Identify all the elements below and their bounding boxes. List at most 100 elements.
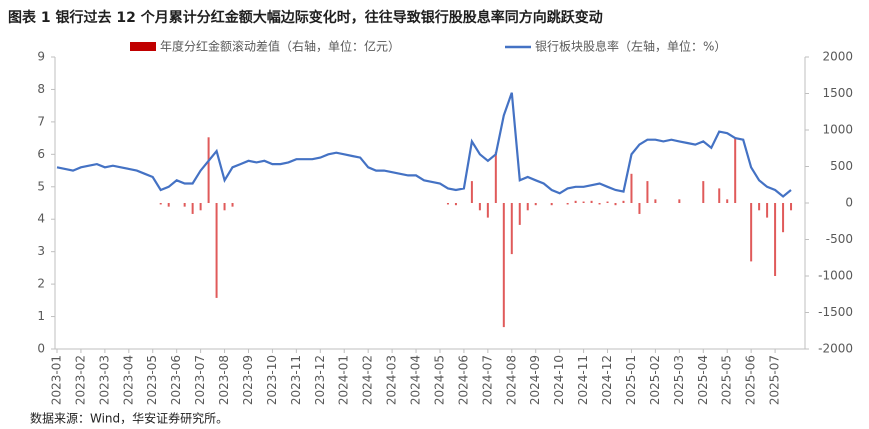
x-tick-label: 2025-07 [768,355,782,405]
x-tick-label: 2025-05 [720,355,734,405]
bar [534,203,537,206]
bar [734,137,737,203]
y2-tick-label: -500 [826,232,853,246]
bar [654,199,657,203]
x-tick-label: 2023-01 [50,355,64,405]
x-tick-label: 2023-08 [217,355,231,405]
x-tick-label: 2025-04 [696,355,710,405]
y-tick-label: 2 [37,277,45,291]
bar [790,203,793,211]
x-tick-label: 2024-02 [361,355,375,405]
bar [678,199,681,203]
x-tick-label: 2024-08 [504,355,518,405]
x-tick-label: 2024-07 [480,355,494,405]
bar [590,200,593,203]
x-tick-label: 2023-02 [73,355,87,405]
bar [638,203,641,214]
x-tick-label: 2023-10 [265,355,279,405]
bar [702,181,705,203]
bar [550,203,553,206]
bar [518,203,521,225]
y2-tick-label: 1500 [822,86,853,100]
bar [191,203,194,214]
bar [614,203,617,206]
x-tick-label: 2023-12 [313,355,327,405]
x-tick-label: 2024-01 [337,355,351,405]
x-tick-label: 2025-06 [744,355,758,405]
y-tick-label: 5 [37,179,45,193]
bar [167,203,170,207]
bar [726,199,729,203]
y-tick-label: 3 [37,244,45,258]
x-tick-label: 2024-09 [528,355,542,405]
bar [582,201,585,203]
bar [782,203,785,233]
bar [223,203,226,211]
y2-tick-label: 2000 [822,50,853,64]
line [56,92,792,198]
bar [446,203,449,205]
chart-title: 图表 1 银行过去 12 个月累计分红金额大幅边际变化时，往往导致银行股股息率同… [8,9,603,26]
y-tick-label: 9 [37,50,45,64]
bar [574,200,577,203]
x-tick-label: 2025-03 [672,355,686,405]
x-tick-label: 2023-03 [97,355,111,405]
x-tick-label: 2023-11 [289,355,303,405]
y2-tick-label: -1000 [818,269,853,283]
y-tick-label: 4 [37,212,45,226]
bar [510,203,513,255]
bar [486,203,489,218]
x-tick-label: 2024-05 [432,355,446,405]
legend-label: 银行板块股息率（左轴，单位：%） [535,39,726,54]
x-tick-label: 2024-06 [456,355,470,405]
y-tick-label: 1 [37,309,45,323]
bar [478,203,481,211]
bar [646,181,649,203]
bar [494,151,497,203]
y2-tick-label: -1500 [818,305,853,319]
x-tick-label: 2024-10 [552,355,566,405]
bar [231,203,234,207]
x-tick-label: 2024-11 [576,355,590,405]
source: 数据来源：Wind，华安证券研究所。 [30,411,228,426]
bar [566,203,569,205]
x-tick-label: 2023-04 [121,355,135,405]
bar [207,137,210,203]
y2-tick-label: -2000 [818,342,853,356]
y-tick-label: 7 [37,114,45,128]
x-tick-label: 2025-01 [624,355,638,405]
x-tick-label: 2023-06 [169,355,183,405]
bar [622,200,625,203]
bar [199,203,202,211]
x-tick-label: 2024-04 [409,355,423,405]
y2-tick-label: 0 [845,196,853,210]
y-tick-label: 6 [37,147,45,161]
legend-swatch [130,42,156,51]
y-tick-label: 0 [37,342,45,356]
x-tick-label: 2023-07 [193,355,207,405]
bar [502,203,505,328]
x-tick-label: 2025-02 [648,355,662,405]
bar [215,203,218,298]
bar [454,203,457,206]
bar [774,203,777,276]
bar [183,203,186,207]
x-tick-label: 2024-03 [385,355,399,405]
y-tick-label: 8 [37,82,45,96]
y2-tick-label: 1000 [822,123,853,137]
bar [470,181,473,203]
bar [159,203,162,205]
bar [750,203,753,262]
legend-label: 年度分红金额滚动差值（右轴，单位：亿元） [160,39,400,54]
bar [766,203,769,218]
x-tick-label: 2023-05 [145,355,159,405]
bar [630,173,633,203]
bar [598,203,601,205]
x-tick-label: 2024-12 [600,355,614,405]
x-tick-label: 2023-09 [241,355,255,405]
bar [606,201,609,203]
bar [526,203,529,211]
y2-tick-label: 500 [830,159,853,173]
bar [758,203,761,211]
